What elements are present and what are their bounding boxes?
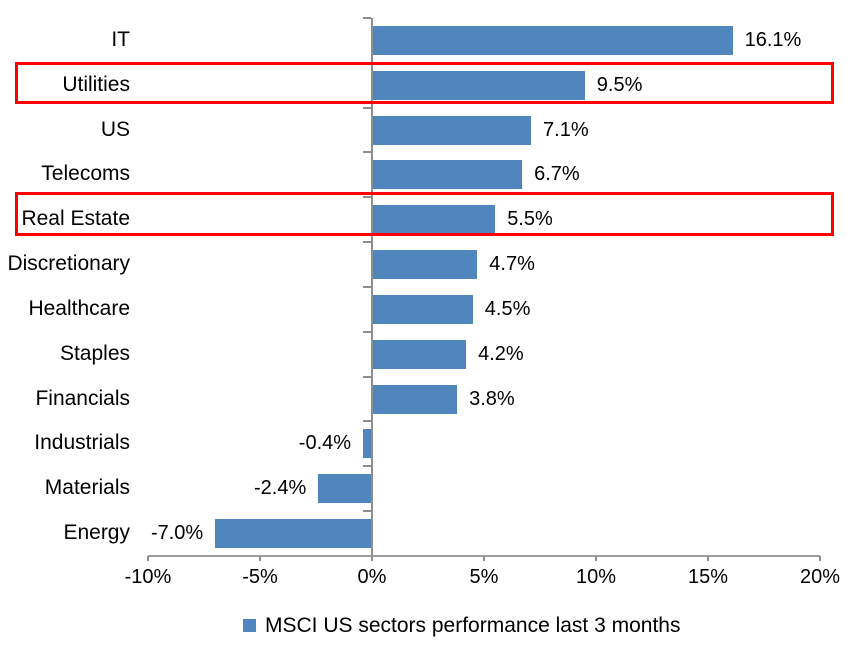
category-axis-tick [363, 330, 371, 333]
bar [215, 519, 372, 549]
category-label: Real Estate [21, 207, 130, 231]
legend-swatch-icon [243, 619, 256, 632]
bar [372, 205, 496, 235]
category-axis-tick [363, 241, 371, 244]
bar [372, 294, 473, 324]
value-axis-tick [147, 555, 149, 561]
category-axis-tick [363, 375, 371, 378]
category-label: Materials [44, 476, 130, 500]
category-axis-tick [363, 17, 371, 19]
value-label: 6.7% [534, 163, 580, 186]
category-label: US [100, 117, 130, 141]
bar [372, 25, 733, 55]
bar [363, 429, 372, 459]
category-label: Healthcare [28, 296, 130, 320]
value-label: 9.5% [596, 73, 643, 96]
bar [372, 339, 467, 369]
value-label: 7.1% [543, 118, 589, 141]
value-axis-tick [371, 555, 373, 561]
legend-label: MSCI US sectors performance last 3 month… [265, 614, 681, 637]
category-axis-tick [363, 151, 371, 154]
value-axis-tick [483, 555, 485, 561]
value-label: -2.4% [254, 477, 307, 500]
bar [372, 250, 478, 280]
category-axis-tick [363, 196, 371, 199]
bar [318, 474, 372, 504]
category-axis-tick [363, 106, 371, 109]
bar [372, 384, 458, 414]
value-axis-tick-label: -10% [124, 566, 172, 588]
bar [372, 160, 523, 190]
category-axis-line [370, 18, 373, 557]
value-label: 3.8% [469, 387, 515, 410]
category-label: Financials [35, 386, 130, 410]
value-label: 16.1% [744, 29, 802, 51]
category-label: IT [111, 28, 130, 51]
category-axis-tick [363, 420, 371, 423]
value-label: 4.2% [478, 342, 524, 365]
value-label: 4.7% [489, 253, 535, 276]
category-label: Industrials [34, 431, 130, 455]
highlight-box-utilities [15, 62, 834, 104]
bar [372, 115, 532, 145]
value-axis-tick-label: 15% [687, 566, 729, 588]
value-label: -7.0% [150, 522, 204, 545]
category-label: Telecoms [41, 162, 130, 186]
value-label: 5.5% [507, 208, 553, 231]
value-label: -0.4% [298, 432, 352, 455]
category-label: Staples [59, 341, 130, 365]
value-label: 4.5% [484, 297, 531, 320]
value-axis-tick [819, 555, 821, 561]
value-axis-tick [707, 555, 709, 561]
value-axis-tick-label: 10% [575, 566, 617, 588]
value-axis-tick [259, 555, 261, 561]
category-axis-tick [363, 510, 371, 513]
legend: MSCI US sectors performance last 3 month… [243, 614, 680, 638]
value-axis-tick-label: 5% [469, 566, 499, 588]
category-label: Energy [63, 521, 130, 545]
category-label: Utilities [62, 72, 130, 96]
value-axis-tick [595, 555, 597, 561]
category-label: Discretionary [7, 252, 130, 276]
value-axis-tick-label: 0% [357, 566, 387, 588]
value-axis-tick-label: 20% [799, 566, 841, 588]
bar [372, 70, 585, 100]
category-axis-tick [363, 465, 371, 468]
highlight-box-real-estate [15, 192, 834, 236]
category-axis-tick [363, 285, 371, 288]
value-axis-tick-label: -5% [242, 566, 278, 588]
